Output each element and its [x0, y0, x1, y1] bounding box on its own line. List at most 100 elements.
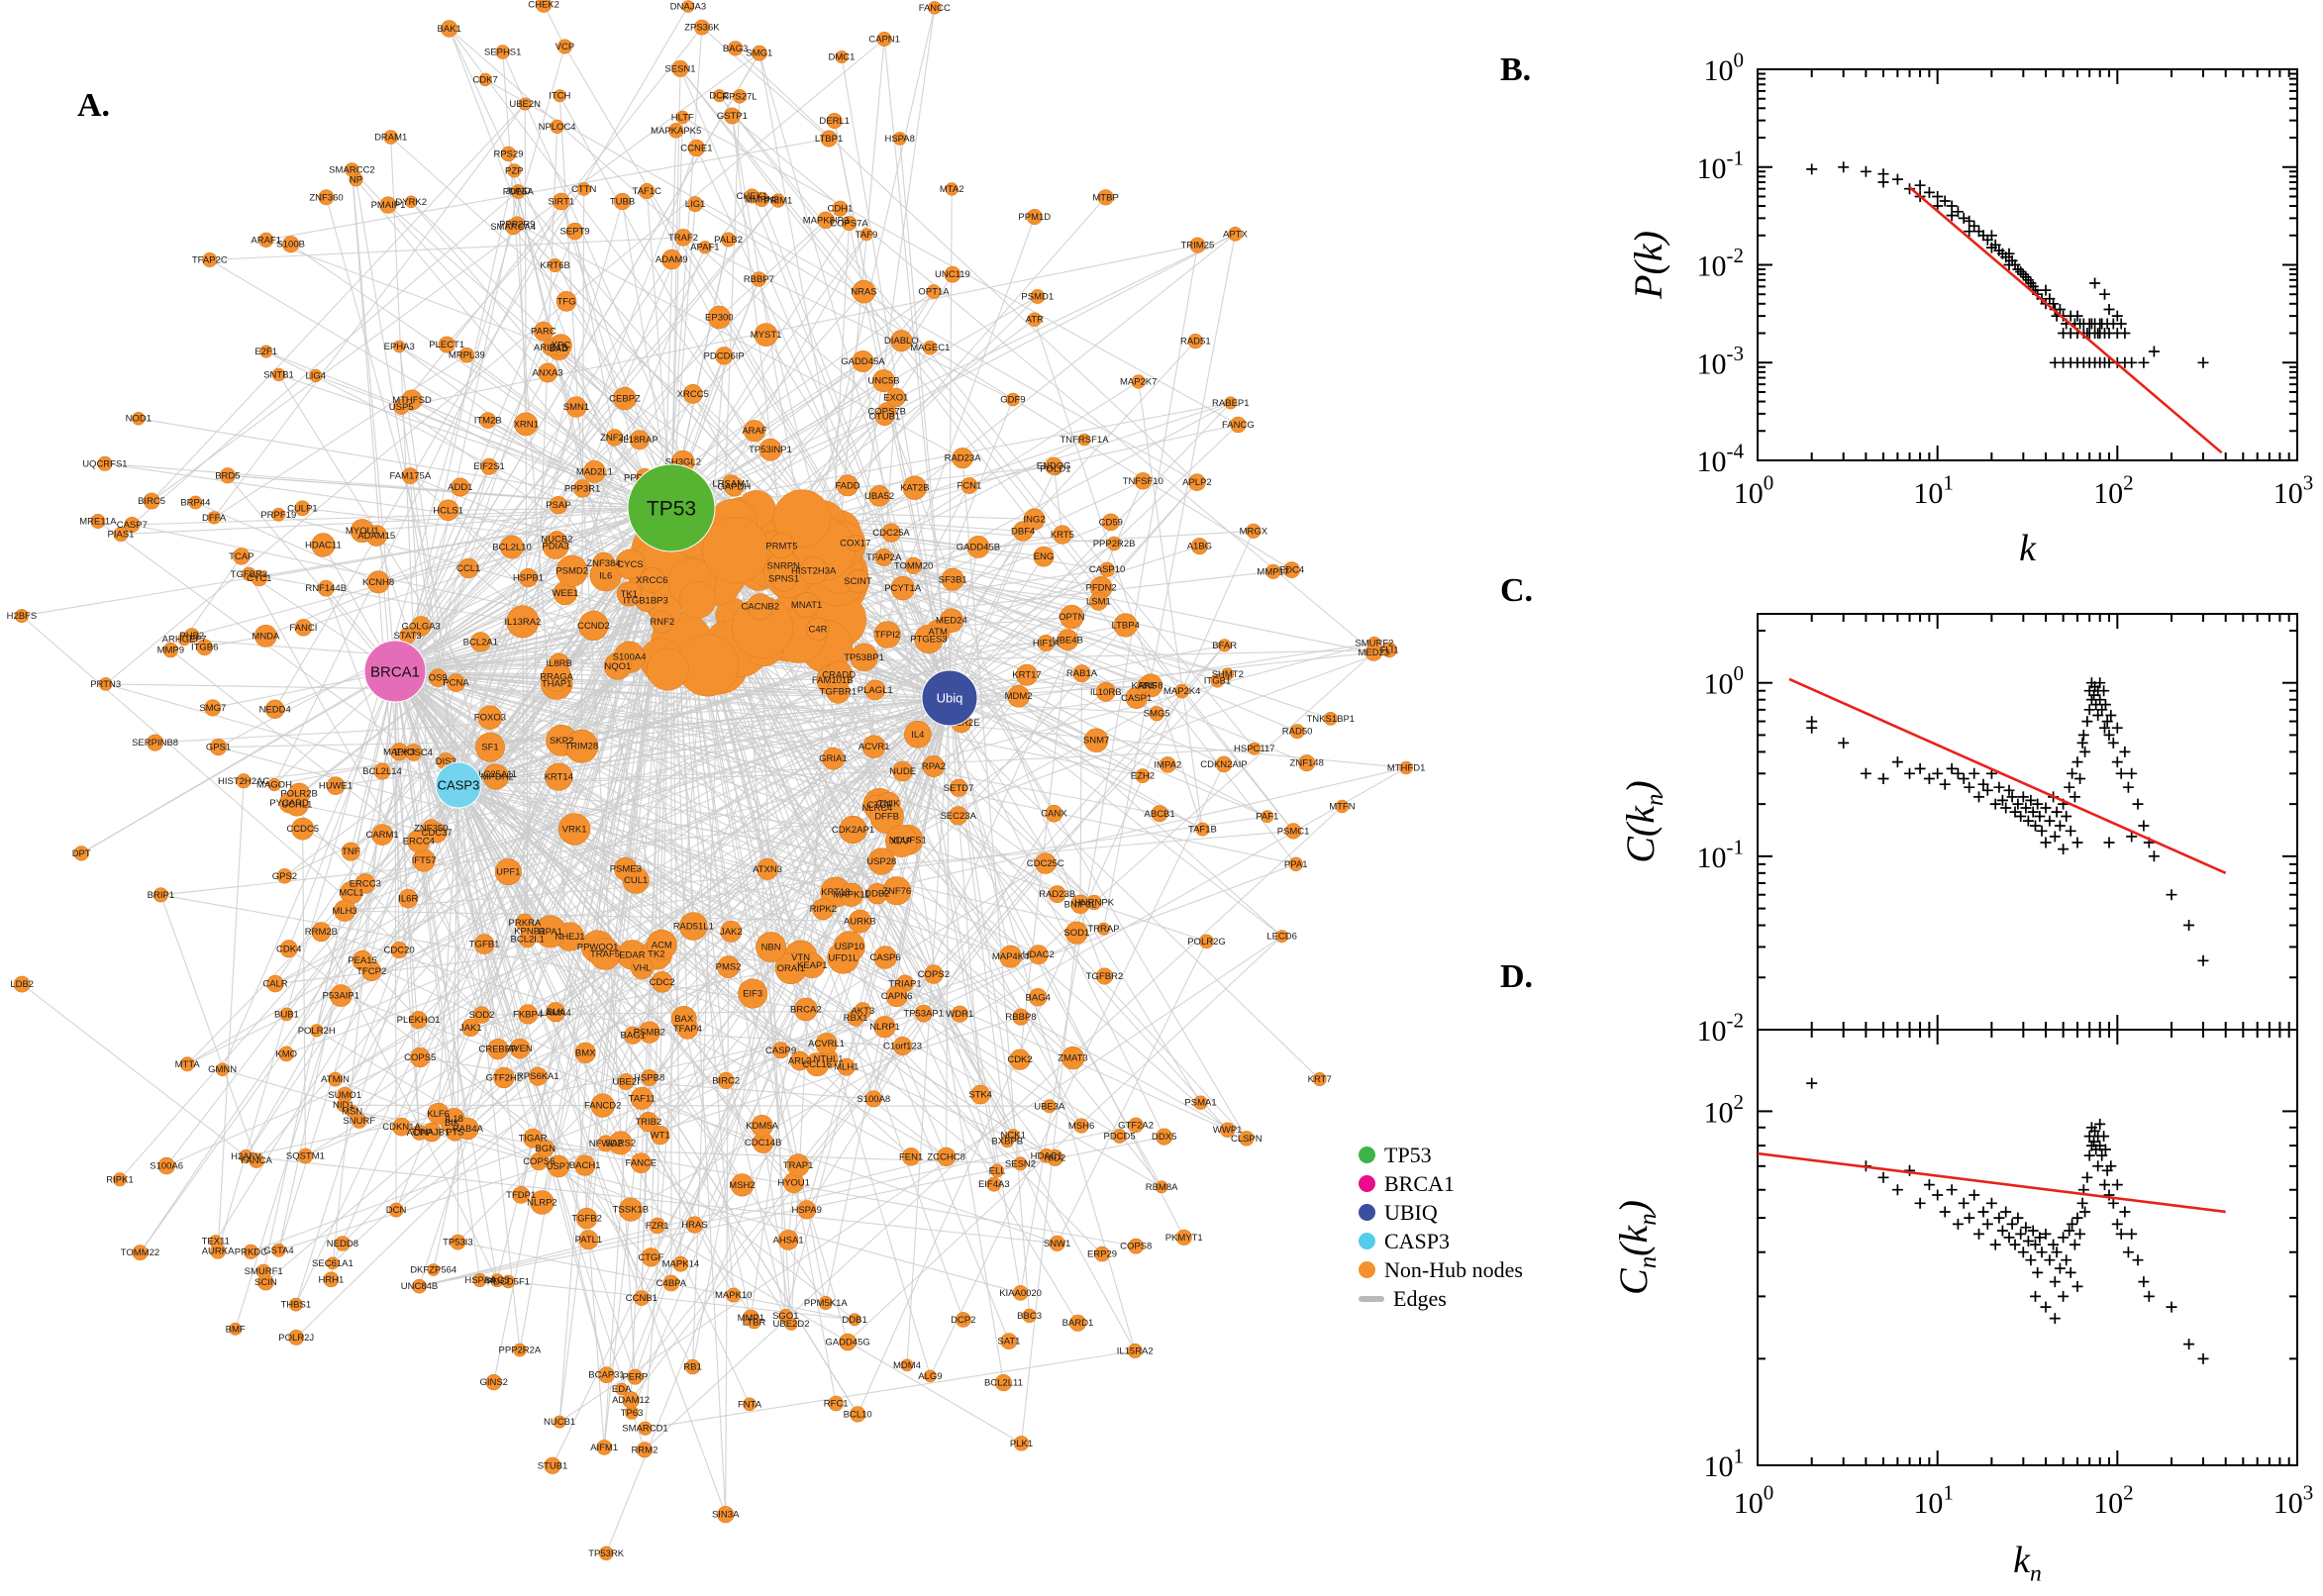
- svg-text:BCAP31: BCAP31: [588, 1370, 624, 1381]
- power-law-fit-line: [1757, 1151, 2226, 1214]
- svg-text:10-2: 10-2: [1697, 244, 1745, 283]
- svg-text:WT1: WT1: [651, 1131, 670, 1142]
- svg-text:KRT7: KRT7: [1308, 1074, 1332, 1085]
- svg-text:MCL1: MCL1: [339, 888, 363, 899]
- svg-text:DCC: DCC: [709, 91, 730, 102]
- svg-text:CHEK1: CHEK1: [737, 191, 768, 202]
- svg-text:ERCC4: ERCC4: [403, 837, 435, 848]
- svg-text:UNC119: UNC119: [935, 269, 970, 280]
- svg-text:SEPT9: SEPT9: [559, 227, 589, 238]
- svg-text:XRCC6: XRCC6: [636, 575, 667, 586]
- svg-text:AKT3: AKT3: [851, 1006, 874, 1017]
- panel-label-c: C.: [1500, 572, 1534, 609]
- svg-text:RNF144B: RNF144B: [305, 583, 347, 594]
- svg-text:ZNF360: ZNF360: [309, 192, 343, 203]
- svg-text:DFFA: DFFA: [202, 513, 227, 524]
- svg-text:WDR1: WDR1: [946, 1009, 973, 1020]
- svg-text:RAD50: RAD50: [1282, 727, 1313, 738]
- svg-text:BAX: BAX: [674, 1014, 694, 1025]
- svg-text:TRRAP: TRRAP: [1087, 924, 1119, 935]
- svg-text:GMNN: GMNN: [208, 1064, 237, 1075]
- svg-text:10-3: 10-3: [1697, 342, 1745, 381]
- ubiq-hub-swatch: [1359, 1204, 1375, 1221]
- svg-text:TGFBR2: TGFBR2: [1086, 971, 1123, 982]
- svg-text:SMURF2: SMURF2: [1355, 638, 1393, 648]
- svg-text:CDK2: CDK2: [1007, 1054, 1032, 1065]
- svg-text:TP53RK: TP53RK: [588, 1548, 625, 1559]
- svg-text:GDF9: GDF9: [1000, 395, 1025, 406]
- svg-text:MDM4: MDM4: [893, 1360, 921, 1371]
- svg-text:HSPA8: HSPA8: [884, 134, 914, 145]
- scatter-points: [1806, 677, 2209, 966]
- svg-text:TRIM28: TRIM28: [564, 742, 598, 752]
- svg-text:NID2: NID2: [1045, 1152, 1066, 1163]
- svg-text:LTBP1: LTBP1: [815, 134, 843, 145]
- svg-text:HSPB8: HSPB8: [634, 1073, 664, 1084]
- svg-text:ING2: ING2: [1024, 514, 1046, 525]
- svg-text:HDAC11: HDAC11: [305, 540, 342, 550]
- hub-nodes-layer: TP53 BRCA1 Ubiq CASP3: [363, 463, 978, 809]
- svg-text:PLAGL1: PLAGL1: [858, 685, 893, 696]
- svg-text:VCP: VCP: [556, 42, 575, 52]
- svg-text:CARM1: CARM1: [365, 830, 398, 841]
- svg-text:CDKN1A: CDKN1A: [382, 1122, 421, 1133]
- log-log-plots: 100 101 102 10310010-110-210-310-4kP(k)1001…: [1611, 49, 2313, 1587]
- svg-text:GTF2A2: GTF2A2: [1118, 1120, 1154, 1131]
- svg-text:XPC: XPC: [552, 341, 571, 351]
- svg-text:KLF6: KLF6: [427, 1109, 450, 1120]
- svg-text:RAD51L1: RAD51L1: [673, 922, 714, 933]
- svg-text:AHSA1: AHSA1: [773, 1235, 804, 1246]
- svg-text:ATM: ATM: [929, 627, 948, 638]
- svg-text:PPP2R2A: PPP2R2A: [499, 1346, 542, 1356]
- svg-text:ZNF76: ZNF76: [882, 886, 911, 897]
- svg-text:THBS1: THBS1: [280, 1300, 311, 1311]
- svg-text:102: 102: [2093, 471, 2134, 511]
- svg-text:RB1: RB1: [683, 1362, 701, 1373]
- svg-text:ZPS36K: ZPS36K: [684, 23, 720, 34]
- svg-text:EIF3: EIF3: [743, 989, 762, 1000]
- svg-text:PCNA: PCNA: [443, 678, 469, 689]
- svg-text:AURKA: AURKA: [202, 1247, 235, 1257]
- scatter-points: [1806, 1077, 2209, 1364]
- svg-text:EIF2S1: EIF2S1: [473, 461, 505, 472]
- svg-text:PSME3: PSME3: [610, 864, 642, 875]
- svg-text:P53AIP1: P53AIP1: [323, 991, 360, 1002]
- svg-text:kn​: kn​: [2013, 1540, 2042, 1586]
- svg-text:IL18: IL18: [445, 1114, 463, 1125]
- svg-text:NDUFS1: NDUFS1: [889, 835, 927, 846]
- legend-item-brca1: BRCA1: [1359, 1169, 1523, 1198]
- svg-text:BRCA2: BRCA2: [790, 1005, 822, 1016]
- scatter-points: [1806, 161, 2209, 368]
- svg-text:H2BFS: H2BFS: [7, 611, 38, 622]
- svg-text:APLP2: APLP2: [1182, 477, 1212, 488]
- svg-text:KARS: KARS: [1131, 681, 1157, 692]
- svg-text:FANCC: FANCC: [919, 3, 951, 14]
- svg-text:AVEN: AVEN: [508, 1044, 533, 1054]
- svg-text:SMG7: SMG7: [199, 703, 226, 714]
- svg-text:NUCB2: NUCB2: [541, 535, 572, 546]
- svg-text:101: 101: [1913, 1481, 1954, 1521]
- svg-text:CCNB1: CCNB1: [626, 1293, 657, 1304]
- svg-text:102: 102: [1704, 1090, 1745, 1130]
- svg-text:CCNE1: CCNE1: [680, 144, 712, 154]
- svg-text:PKMYT1: PKMYT1: [1165, 1233, 1203, 1244]
- svg-text:KDM5A: KDM5A: [746, 1121, 778, 1132]
- svg-text:SERPINB8: SERPINB8: [132, 738, 178, 748]
- svg-text:IL4: IL4: [911, 730, 924, 741]
- svg-text:BAD: BAD: [550, 344, 569, 354]
- svg-text:COX17: COX17: [840, 539, 870, 549]
- svg-text:ITGB1BP3: ITGB1BP3: [623, 596, 667, 607]
- svg-text:BIK: BIK: [445, 1118, 460, 1129]
- svg-text:LIG1: LIG1: [685, 199, 706, 210]
- svg-text:APTX: APTX: [1223, 229, 1248, 240]
- svg-text:EDA: EDA: [612, 1384, 632, 1395]
- svg-text:TUBB: TUBB: [610, 197, 635, 208]
- svg-text:IL6R: IL6R: [398, 894, 418, 905]
- svg-text:S100B: S100B: [276, 240, 305, 250]
- svg-text:TOMM20: TOMM20: [894, 560, 933, 571]
- svg-text:101: 101: [1913, 471, 1954, 511]
- svg-text:TP53I3: TP53I3: [443, 1238, 473, 1248]
- svg-text:SKP2: SKP2: [550, 736, 573, 747]
- svg-text:NLRP1: NLRP1: [869, 1022, 900, 1033]
- svg-text:OPT1A: OPT1A: [918, 287, 950, 298]
